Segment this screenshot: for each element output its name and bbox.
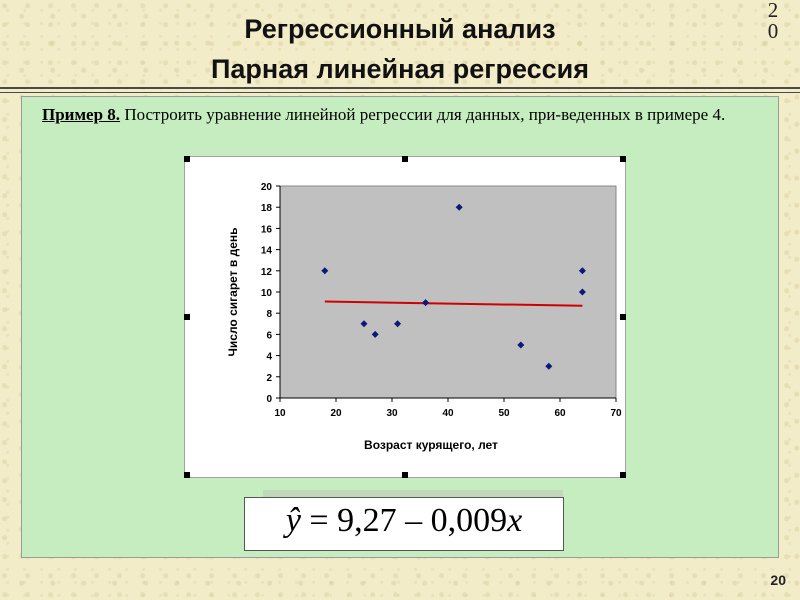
y-tick-label: 18 [261, 203, 273, 214]
selection-handle-br [620, 472, 626, 478]
y-tick-label: 10 [261, 288, 273, 299]
page-number: 20 [770, 572, 786, 588]
y-axis-label: Число сигарет в день [226, 227, 240, 356]
regression-equation-box: ŷ = 9,27 – 0,009x [244, 497, 564, 551]
y-tick-label: 0 [266, 394, 272, 405]
data-point-marker [371, 330, 379, 338]
y-tick-label: 14 [261, 246, 273, 257]
x-tick-label: 60 [554, 408, 566, 419]
equation-rhs: = 9,27 – 0,009 [300, 502, 508, 539]
y-tick-label: 16 [261, 224, 273, 235]
y-tick-label: 12 [261, 267, 273, 278]
selection-handle-mr [620, 314, 626, 320]
y-tick-label: 8 [266, 309, 272, 320]
x-tick-label: 50 [498, 408, 510, 419]
plot-area [279, 185, 617, 399]
data-point-marker [578, 288, 586, 296]
x-tick-label: 30 [386, 408, 398, 419]
y-tick-label: 6 [266, 330, 272, 341]
data-point-marker [578, 267, 586, 275]
selection-handle-tc [402, 156, 408, 162]
y-hat-symbol: ŷ [285, 502, 301, 539]
example-label: Пример 8. [42, 105, 121, 124]
x-tick-label: 10 [274, 408, 286, 419]
data-point-marker [545, 362, 553, 370]
slide-title-line1: Регрессионный анализ [244, 14, 556, 44]
regression-equation: ŷ = 9,27 – 0,009x [245, 502, 563, 540]
data-points [321, 203, 586, 370]
scatter-chart: 0 2 4 6 8 10 12 14 16 18 20 10 20 30 40 50 60 70 Возраст … [183, 155, 627, 479]
scatter-chart-object[interactable]: 0 2 4 6 8 10 12 14 16 18 20 10 20 30 40 50 60 70 Возраст … [183, 155, 627, 479]
selection-handle-tr [620, 156, 626, 162]
trend-line-group [324, 300, 583, 307]
tick-labels: 0 2 4 6 8 10 12 14 16 18 20 10 20 30 40 50 60 70 [261, 182, 622, 419]
x-tick-label: 40 [442, 408, 454, 419]
selection-handle-bl [184, 472, 190, 478]
selection-handle-ml [184, 314, 190, 320]
regression-trend-line [324, 300, 583, 307]
x-tick-label: 70 [610, 408, 622, 419]
x-tick-label: 20 [330, 408, 342, 419]
example-body: Построить уравнение линейной регрессии д… [120, 105, 726, 124]
data-point-marker [360, 320, 368, 328]
x-axis-label: Возраст курящего, лет [364, 438, 498, 452]
header-rule-thin [0, 92, 800, 93]
y-tick-label: 20 [261, 182, 273, 193]
data-point-marker [422, 299, 430, 307]
equation-variable: x [507, 502, 523, 539]
selection-handle-bc [402, 472, 408, 478]
selection-handle-tl [184, 156, 190, 162]
header-rule-thick [0, 87, 800, 89]
y-tick-label: 2 [266, 373, 272, 384]
example-statement: Пример 8. Построить уравнение линейной р… [42, 103, 742, 127]
y-tick-label: 4 [266, 352, 272, 363]
content-panel: Пример 8. Построить уравнение линейной р… [21, 96, 779, 558]
data-point-marker [517, 341, 525, 349]
data-point-marker [455, 203, 463, 211]
data-point-marker [321, 267, 329, 275]
data-point-marker [394, 320, 402, 328]
slide-title-line2: Парная линейная регрессия [210, 54, 590, 84]
axes [276, 185, 617, 402]
corner-slide-number: 20 [767, 0, 779, 43]
